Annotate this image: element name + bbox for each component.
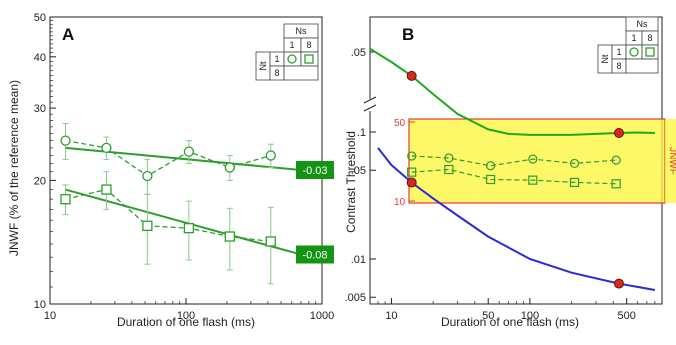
inset-data-point [569, 158, 580, 169]
panel-b-x-tick-label: 50 [482, 310, 494, 322]
inset-data-point [569, 177, 580, 188]
inset-data-point [444, 153, 454, 163]
panel-a-data-point [265, 150, 276, 161]
inset-data-point [444, 164, 454, 175]
legend-a-nt-1: 1 [274, 54, 279, 64]
panel-a-data-point [224, 162, 235, 173]
panel-a-y-tick-label: 30 [34, 103, 46, 115]
panel-b-y-axis-label: Contrast Threshold [344, 131, 358, 233]
panel-a-data-point [142, 220, 153, 231]
inset-data-point [485, 161, 496, 171]
panel-b-y-tick-label: .01 [351, 254, 366, 266]
panel-b-red-point [406, 177, 417, 188]
panel-b-axis-break [363, 96, 377, 112]
panel-a-x-tick-label: 100 [177, 310, 195, 322]
panel-a: A 10 20 30 40 50 10 100 1000 Duration of one f… [7, 12, 334, 329]
panel-b-legend-table: Ns 1 8 Nt 1 8 [597, 16, 659, 74]
panel-b-x-tick-label: 10 [385, 310, 397, 322]
panel-a-x-axis-label: Duration of one flash (ms) [117, 315, 255, 329]
panel-b-y-tick-label: .1 [357, 127, 366, 139]
legend-a-ns-8: 8 [306, 40, 311, 50]
inset-data-point [528, 154, 538, 164]
panel-b-y-tick-label: .05 [351, 47, 366, 59]
legend-b-nt-8: 8 [616, 61, 621, 71]
inset-data-point [528, 175, 538, 185]
panel-a-series-line [65, 188, 271, 243]
inset-data-point [611, 179, 621, 189]
inset-jnwf-label-strip [665, 119, 676, 203]
inset-series-line [411, 155, 617, 167]
inset-tick-label-10: 10 [394, 197, 406, 208]
inset-jnwf-axis-label: JNWF [667, 147, 676, 175]
panel-b: B Duration of one flash (ms) Contrast Th… [344, 16, 676, 329]
panel-b-x-tick-label: 500 [617, 310, 635, 322]
inset-tick-label-50: 50 [394, 118, 406, 129]
panel-b-red-point [406, 70, 417, 81]
legend-b-ns-1: 1 [631, 33, 636, 43]
legend-b-ns-8: 8 [647, 33, 652, 43]
panel-a-y-tick-label: 10 [34, 299, 46, 311]
panel-a-y-tick-label: 40 [34, 52, 46, 64]
panel-a-data-point [265, 236, 276, 247]
inset-data-point [485, 174, 496, 185]
inset-data-point [407, 151, 417, 161]
panel-a-label: A [62, 25, 74, 44]
legend-a-ns-1: 1 [289, 40, 294, 50]
legend-a-nt-8: 8 [274, 68, 279, 78]
inset-data-point [611, 155, 621, 165]
panel-a-x-tick-label: 1000 [310, 310, 334, 322]
panel-a-data-point [101, 142, 112, 154]
legend-b-square-marker [645, 47, 655, 57]
panel-a-data-point [101, 184, 112, 195]
panel-a-y-axis-label: JNWF (% of the reference mean) [7, 80, 21, 256]
panel-a-data-point [183, 223, 195, 234]
panel-b-x-axis-label: Duration of one flash (ms) [441, 315, 579, 329]
panel-b-red-point [613, 278, 624, 289]
panel-a-data-point [183, 146, 195, 157]
legend-a-nt-header: Nt [258, 61, 268, 70]
panel-a-fit-slope-label: -0.08 [302, 249, 327, 261]
panel-a-y-tick-label: 20 [34, 175, 46, 187]
panel-a-data-point [224, 231, 235, 242]
panel-a-fit-line [65, 146, 302, 172]
panel-a-legend-table: Ns 1 8 Nt 1 8 [255, 23, 319, 81]
panel-a-data-point [60, 135, 71, 146]
legend-a-circle-marker [287, 54, 297, 64]
inset-series-line [411, 168, 617, 185]
legend-a-ns-header: Ns [296, 26, 307, 36]
panel-a-x-tick-label: 10 [44, 310, 56, 322]
panel-a-data-point [60, 194, 71, 205]
panel-a-fit-slope-badge [296, 161, 334, 180]
inset-data-point [407, 167, 417, 177]
legend-b-nt-1: 1 [616, 47, 621, 57]
panel-b-y-tick-label: .05 [351, 165, 366, 177]
panel-a-fit-slope-label: -0.03 [302, 165, 327, 177]
panel-b-label: B [402, 25, 414, 44]
panel-a-y-tick-label: 50 [34, 12, 46, 24]
panel-b-red-point [613, 128, 624, 138]
inset-jnwf-box [408, 118, 666, 204]
panel-b-blue-curve [377, 147, 656, 291]
legend-a-square-marker [304, 54, 314, 64]
panel-a-fit-line [65, 188, 302, 256]
panel-b-x-tick-label: 100 [521, 310, 539, 322]
panel-a-series-line [65, 139, 271, 177]
panel-a-fit-slope-badge [296, 245, 334, 264]
legend-b-ns-header: Ns [637, 19, 648, 29]
legend-b-circle-marker [629, 47, 639, 57]
panel-a-data-point [142, 170, 153, 182]
panel-b-y-tick-label: .005 [345, 292, 366, 304]
legend-b-nt-header: Nt [600, 54, 610, 63]
